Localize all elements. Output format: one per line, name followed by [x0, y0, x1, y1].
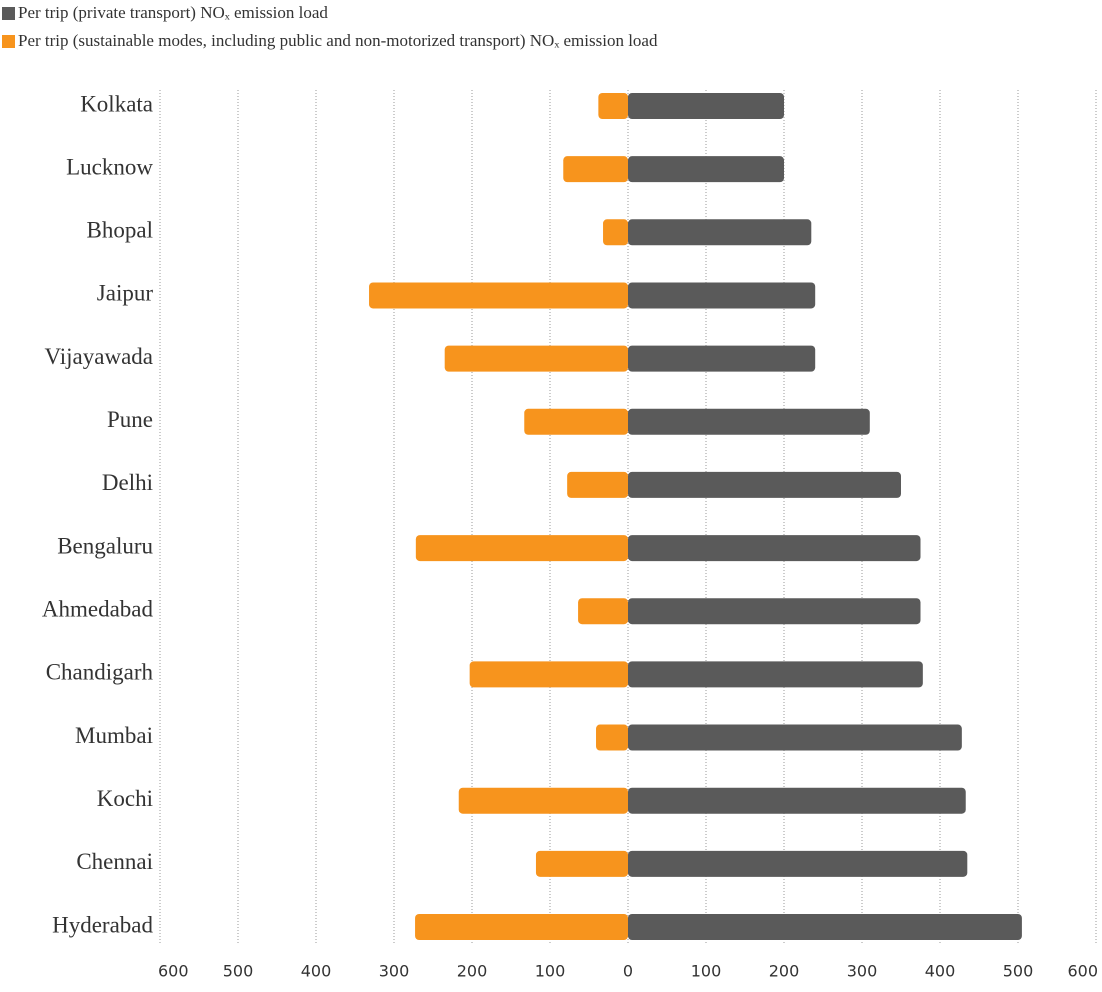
x-tick-label: 600 — [1067, 962, 1098, 981]
bar — [596, 724, 628, 751]
bar — [628, 345, 816, 372]
x-tick-label: 300 — [379, 962, 410, 981]
legend-label: Per trip (private transport) NOₓ emissio… — [18, 3, 328, 22]
bar — [369, 282, 628, 309]
legend-swatch — [2, 7, 15, 20]
bar — [628, 219, 812, 246]
bar — [628, 787, 966, 814]
category-label: Pune — [107, 407, 153, 432]
category-label: Hyderabad — [52, 912, 153, 937]
bar — [628, 408, 870, 435]
x-tick-label: 200 — [457, 962, 488, 981]
bar — [628, 156, 784, 183]
category-label: Kochi — [97, 786, 153, 811]
bar — [567, 471, 628, 498]
bar — [415, 914, 628, 940]
bar — [628, 535, 921, 562]
bar — [563, 156, 628, 183]
x-tick-label: 400 — [925, 962, 956, 981]
bar — [628, 724, 962, 751]
category-label: Bhopal — [87, 218, 153, 243]
bar — [628, 598, 921, 625]
x-tick-label: 0 — [623, 962, 633, 981]
category-label: Bengaluru — [57, 533, 153, 558]
bar — [458, 787, 628, 814]
x-tick-label: 100 — [691, 962, 722, 981]
x-tick-label: 500 — [223, 962, 254, 981]
category-label: Lucknow — [66, 154, 153, 179]
category-label: Jaipur — [97, 281, 154, 306]
x-tick-label: 500 — [1003, 962, 1034, 981]
category-label: Kolkata — [80, 91, 153, 116]
bar — [469, 661, 628, 688]
bar — [535, 850, 628, 877]
bar — [628, 282, 816, 309]
bar — [415, 535, 628, 562]
category-label: Vijayawada — [45, 344, 153, 369]
bar — [628, 661, 923, 688]
bar — [628, 93, 784, 119]
bar — [524, 408, 628, 435]
x-tick-label: 400 — [301, 962, 332, 981]
category-label: Delhi — [102, 470, 153, 495]
bar — [628, 914, 1022, 940]
category-label: Mumbai — [75, 723, 153, 748]
legend-swatch — [2, 35, 15, 48]
bar — [578, 598, 628, 625]
bar — [444, 345, 628, 372]
bar — [598, 93, 628, 119]
legend-label: Per trip (sustainable modes, including p… — [18, 31, 658, 50]
bar — [603, 219, 628, 246]
category-label: Chennai — [76, 849, 153, 874]
x-tick-label: 200 — [769, 962, 800, 981]
category-label: Chandigarh — [46, 660, 154, 685]
bar — [628, 471, 901, 498]
x-tick-label: 100 — [535, 962, 566, 981]
x-tick-label: 300 — [847, 962, 878, 981]
x-tick-label: 600 — [158, 962, 189, 981]
bar — [628, 850, 968, 877]
category-label: Ahmedabad — [42, 597, 154, 622]
